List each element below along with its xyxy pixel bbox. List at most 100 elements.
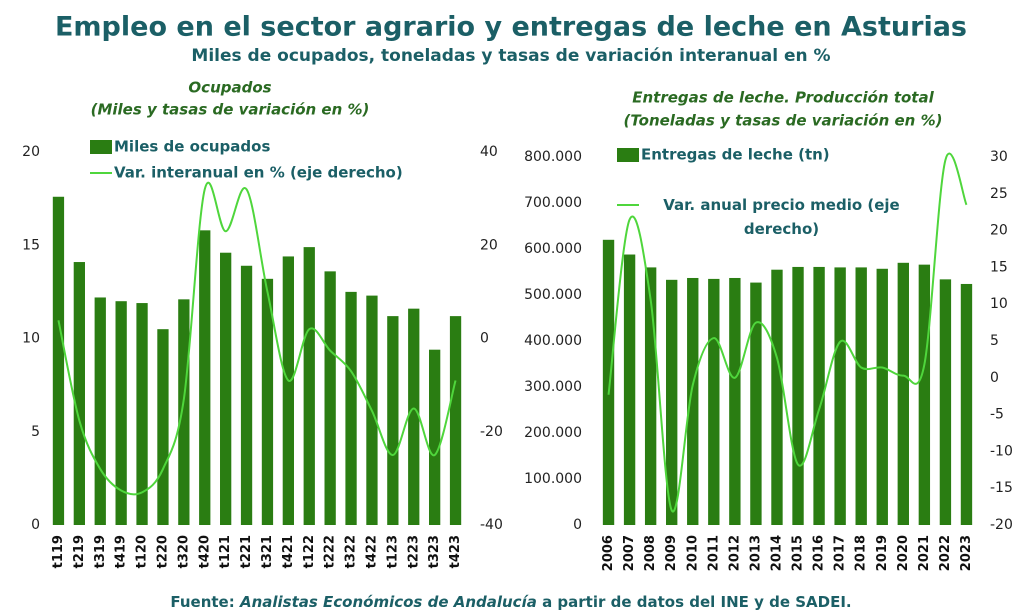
bar — [623, 254, 636, 525]
y-tick-label: 5 — [31, 424, 40, 440]
x-tick-label: 2023 — [959, 535, 974, 571]
x-tick-label: t220 — [155, 535, 170, 568]
bar — [136, 303, 148, 525]
y2-tick-label: 40 — [480, 144, 498, 160]
x-tick-label: t223 — [406, 535, 421, 568]
title: Empleo en el sector agrario y entregas d… — [55, 12, 967, 43]
y2-tick-label: -15 — [990, 480, 1013, 496]
bar — [387, 316, 399, 525]
x-tick-label: t120 — [135, 535, 150, 568]
legend-label: Miles de ocupados — [114, 138, 270, 156]
y-tick-label: 400.000 — [524, 333, 582, 349]
bar — [855, 267, 867, 525]
x-tick-label: 2011 — [706, 535, 721, 571]
y-tick-label: 200.000 — [524, 425, 582, 441]
x-tick-label: t219 — [72, 535, 87, 568]
source-italic: Analistas Económicos de Andalucía — [239, 593, 537, 611]
x-tick-label: t420 — [197, 535, 212, 568]
x-tick-label: 2008 — [643, 535, 658, 571]
y-tick-label: 0 — [573, 517, 582, 533]
bar — [644, 267, 657, 525]
x-tick-label: 2017 — [833, 535, 848, 571]
x-tick-label: t122 — [302, 535, 317, 568]
bar — [94, 297, 106, 525]
bar — [876, 268, 888, 525]
bar — [918, 264, 931, 525]
y-tick-label: 300.000 — [524, 379, 582, 395]
bar — [282, 256, 294, 525]
chart-subtitle: (Miles y tasas de variación en %) — [91, 101, 370, 119]
x-tick-label: t323 — [427, 535, 442, 568]
y2-tick-label: 0 — [990, 370, 999, 386]
x-tick-label: t119 — [51, 535, 66, 568]
x-tick-label: 2015 — [791, 535, 806, 571]
bar — [240, 265, 253, 525]
bar — [324, 271, 336, 525]
chart-subtitle: (Toneladas y tasas de variación en %) — [624, 112, 943, 130]
y2-tick-label: 20 — [990, 223, 1008, 239]
source: Fuente: Analistas Económicos de Andalucí… — [0, 593, 1022, 611]
x-tick-label: t419 — [114, 535, 129, 568]
bar — [73, 262, 85, 525]
bar — [115, 301, 127, 525]
bar — [771, 269, 783, 525]
x-tick-label: t422 — [364, 535, 379, 568]
legend-label: Var. interanual en % (eje derecho) — [114, 164, 403, 182]
bar — [157, 329, 169, 525]
x-tick-label: 2014 — [769, 535, 784, 571]
bar — [960, 283, 973, 525]
chart-title: Ocupados — [188, 79, 271, 97]
x-tick-label: t421 — [281, 535, 296, 568]
legend-swatch — [617, 148, 639, 162]
chart-title: Entregas de leche. Producción total — [632, 89, 934, 107]
bar — [261, 278, 274, 525]
x-tick-label: 2006 — [601, 535, 616, 571]
legend-label: Entregas de leche (tn) — [641, 146, 830, 164]
source-suffix: a partir de datos del INE y de SADEI. — [542, 593, 852, 611]
x-tick-label: 2012 — [727, 535, 742, 571]
x-tick-label: t221 — [239, 535, 254, 568]
y2-tick-label: 10 — [990, 296, 1008, 312]
bar — [602, 239, 615, 526]
x-tick-label: t222 — [323, 535, 338, 568]
x-tick-label: 2020 — [896, 535, 911, 571]
legend-swatch — [90, 140, 112, 154]
x-tick-label: t320 — [176, 535, 191, 568]
x-tick-label: 2009 — [664, 535, 679, 571]
x-tick-label: 2016 — [812, 535, 827, 571]
bar — [408, 308, 420, 525]
x-tick-label: t121 — [218, 535, 233, 568]
x-tick-label: t322 — [344, 535, 359, 568]
y2-tick-label: -40 — [480, 517, 503, 533]
bar — [220, 252, 232, 525]
source-prefix: Fuente: — [170, 593, 235, 611]
y-tick-label: 15 — [22, 237, 40, 253]
y2-tick-label: 0 — [480, 331, 489, 347]
bar — [303, 247, 315, 526]
bar — [897, 262, 909, 525]
y2-tick-label: -20 — [480, 424, 503, 440]
x-tick-label: 2018 — [854, 535, 869, 571]
bar — [729, 277, 741, 525]
y2-tick-label: -5 — [990, 407, 1004, 423]
bar — [708, 278, 720, 525]
line — [57, 181, 457, 496]
y-tick-label: 700.000 — [524, 195, 582, 211]
bar — [687, 277, 699, 525]
y-tick-label: 20 — [22, 144, 40, 160]
bar — [52, 196, 65, 525]
bar — [429, 349, 441, 525]
bar — [750, 282, 762, 525]
y2-tick-label: -20 — [990, 517, 1013, 533]
x-tick-label: t319 — [93, 535, 108, 568]
y2-tick-label: 30 — [990, 149, 1008, 165]
bar — [199, 230, 211, 525]
x-tick-label: t123 — [385, 535, 400, 568]
y2-tick-label: -10 — [990, 443, 1013, 459]
x-tick-label: 2019 — [875, 535, 890, 571]
y2-tick-label: 15 — [990, 259, 1008, 275]
legend-label: Var. anual precio medio (eje derecho) — [663, 196, 900, 238]
y2-tick-label: 25 — [990, 186, 1008, 202]
bar — [666, 279, 678, 525]
